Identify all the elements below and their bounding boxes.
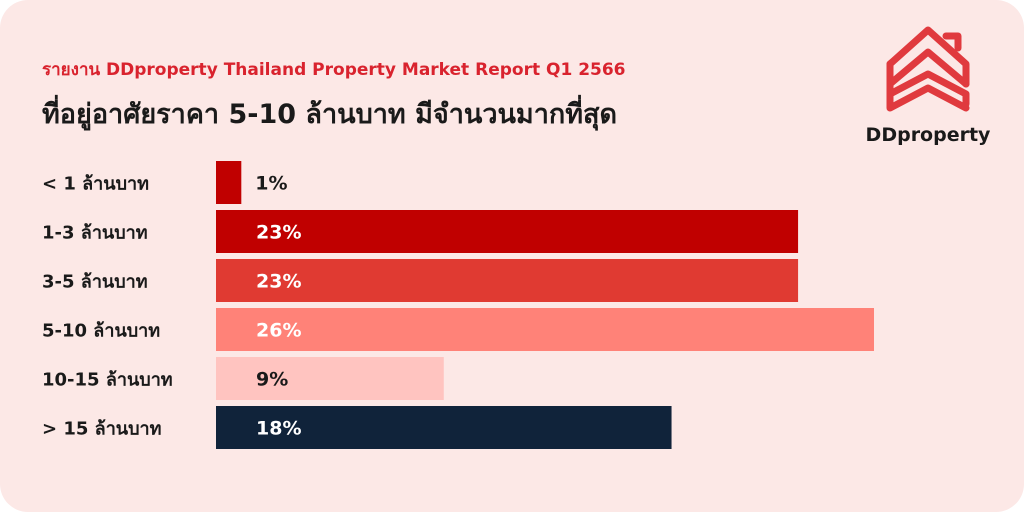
category-label: 3-5 ล้านบาท [42, 272, 148, 293]
bar [216, 210, 799, 253]
category-label: > 15 ล้านบาท [42, 419, 162, 440]
value-label: 23% [256, 271, 301, 293]
bar [216, 161, 242, 204]
report-subtitle: รายงาน DDproperty Thailand Property Mark… [42, 60, 626, 80]
bar [216, 259, 799, 302]
bar [216, 357, 444, 400]
category-label: 1-3 ล้านบาท [42, 223, 148, 244]
category-label: < 1 ล้านบาท [42, 174, 149, 195]
value-label: 9% [256, 369, 288, 391]
house-outline-icon [886, 26, 970, 112]
value-label: 26% [256, 320, 301, 342]
chart-title: ที่อยู่อาศัยราคา 5-10 ล้านบาท มีจำนวนมาก… [42, 99, 618, 130]
category-label: 5-10 ล้านบาท [42, 321, 160, 342]
value-label: 18% [256, 418, 301, 440]
category-label: 10-15 ล้านบาท [42, 370, 173, 391]
bar [216, 406, 672, 449]
value-label: 1% [255, 173, 287, 195]
brand-logo: DDproperty [858, 22, 998, 152]
brand-name: DDproperty [865, 124, 991, 146]
bar [216, 308, 874, 351]
value-label: 23% [256, 222, 301, 244]
